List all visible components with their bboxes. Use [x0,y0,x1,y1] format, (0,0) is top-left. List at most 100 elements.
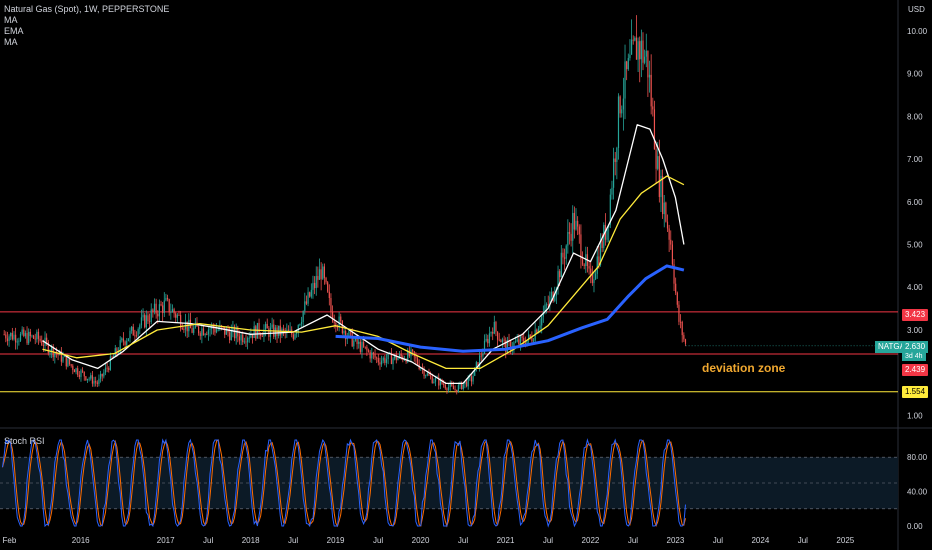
candle-body [106,367,108,369]
candle-body [444,385,446,389]
candle-body [176,314,178,318]
candle-body [312,282,314,290]
price-tick-label: 1.00 [907,411,923,420]
candle-body [358,341,360,344]
candle-body [356,337,358,344]
candle-body [209,328,211,330]
candle-body [431,376,433,384]
candle-body [88,378,90,380]
candle-body [379,362,381,365]
candle-body [434,378,437,382]
candle-body [541,316,543,326]
candle-body [684,339,687,344]
candle-body [243,341,245,343]
candle-body [505,340,507,353]
candle-body [255,326,257,339]
candle-body [39,338,41,341]
candle-body [371,352,373,359]
candle-body [140,317,143,326]
candle-body [287,329,290,331]
candle-body [10,332,12,337]
candle-body [116,348,118,353]
candle-body [173,309,175,314]
candle-body [109,356,111,370]
candle-body [416,358,419,365]
candle-body [425,375,427,377]
candle-body [300,321,303,325]
candle-body [126,340,128,345]
candle-body [26,333,28,344]
candle-body [310,289,312,297]
candle-body [323,266,326,278]
indicator-label-ma[interactable]: MA [4,15,18,25]
rsi-k-line [2,438,686,528]
candle-body [609,194,611,225]
candle-body [496,331,499,340]
candle-body [364,346,366,348]
candle-body [501,339,504,343]
candle-body [490,332,492,334]
candle-body [240,334,242,341]
candle-body [632,39,634,41]
candle-body [673,264,675,284]
candle-body [568,231,571,234]
candle-body [199,333,201,336]
candle-body [67,359,69,367]
candle-body [60,351,62,362]
candle-body [408,350,410,357]
candle-body [374,354,376,358]
candle-body [487,338,489,344]
candle-body [469,376,471,378]
candle-body [529,334,531,338]
candle-body [315,276,317,289]
candle-body [441,379,443,384]
ma-line-2 [335,264,685,353]
candle-body [85,376,87,381]
candle-body [238,336,241,341]
candle-body [567,231,569,246]
candle-body [8,336,10,342]
candle-body [480,355,482,357]
candle-body [666,221,669,229]
candle-body [78,374,80,377]
candle-body [483,340,486,354]
candle-body [593,279,595,284]
candle-body [250,334,252,338]
candle-body [588,266,590,269]
candle-body [361,342,363,352]
candle-body [465,381,468,387]
stoch-rsi-title[interactable]: Stoch RSI [4,436,45,446]
candle-body [462,384,464,390]
indicator-label-ma2[interactable]: MA [4,37,18,47]
candle-body [207,329,210,335]
candle-body [175,313,177,318]
candle-body [95,381,97,383]
chart-legend: Natural Gas (Spot), 1W, PEPPERSTONE MA E… [4,4,169,48]
candle-body [292,334,294,339]
candle-body [617,96,620,148]
candle-body [157,313,159,317]
candle-body [307,292,309,304]
candle-body [145,315,147,328]
candle-body [447,387,450,391]
candle-body [21,329,23,334]
candle-body [590,268,592,273]
candle-body [660,175,662,197]
candle-body [32,335,35,339]
candle-body [111,356,113,358]
candle-body [372,352,375,355]
candle-body [57,354,59,356]
candle-body [127,338,129,341]
candle-body [392,358,394,365]
candle-body [644,56,646,63]
time-tick-label: 2018 [242,536,260,545]
indicator-label-ema[interactable]: EMA [4,26,24,36]
candle-body [457,385,459,392]
candle-body [103,372,105,377]
candle-body [647,50,649,78]
candle-body [121,338,123,341]
currency-label: USD [908,5,925,14]
candle-body [327,282,329,292]
candle-body [493,322,495,334]
